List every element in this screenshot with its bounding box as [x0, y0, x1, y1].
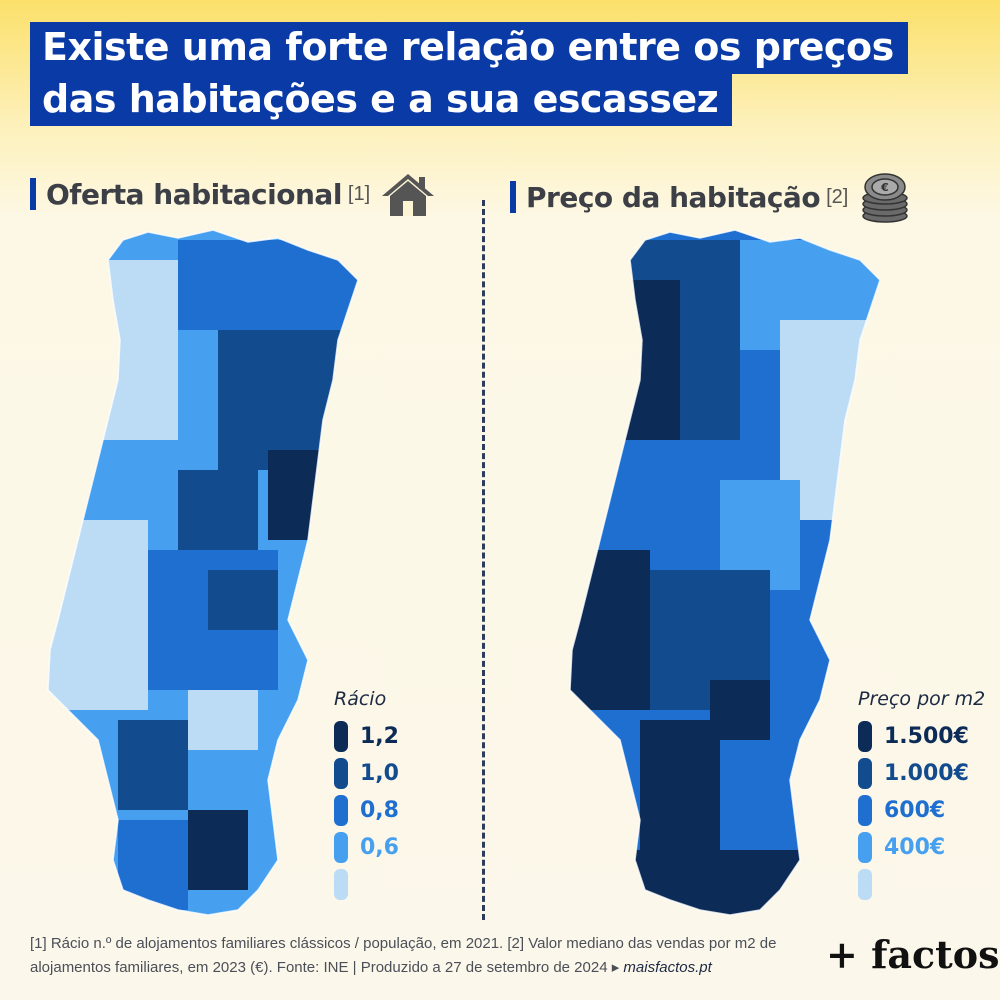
- right-section-header: Preço da habitação [2] €: [510, 170, 912, 224]
- legend-swatch: [334, 721, 348, 752]
- legend-label: 1.000€: [884, 761, 969, 786]
- accent-bar: [30, 178, 36, 210]
- right-section-note: [2]: [826, 185, 849, 208]
- accent-bar: [510, 181, 516, 213]
- legend-row: 1,2: [334, 718, 399, 755]
- left-section-header: Oferta habitacional [1]: [30, 170, 436, 218]
- legend-row: [858, 866, 985, 903]
- legend-swatch: [334, 869, 348, 900]
- map-regions: [48, 230, 358, 915]
- legend-swatch: [858, 832, 872, 863]
- legend-label: 0,8: [360, 798, 399, 823]
- legend-label: 0,6: [360, 835, 399, 860]
- map-regions: [570, 230, 880, 915]
- title-line-2: das habitações e a sua escassez: [30, 74, 733, 126]
- legend-title: Preço por m2: [858, 688, 986, 710]
- brand-logo: + factos: [826, 932, 1000, 977]
- left-section-note: [1]: [347, 182, 371, 205]
- title-line-1: Existe uma forte relação entre os preços: [30, 22, 908, 74]
- legend-swatch: [858, 795, 872, 826]
- portugal-map-housing-price: [569, 229, 881, 916]
- legend-swatch: [334, 795, 348, 826]
- left-legend: Rácio 1,2 1,0 0,8 0,6: [334, 688, 399, 903]
- legend-label: 1,0: [360, 761, 399, 786]
- legend-row: 0,6: [334, 829, 399, 866]
- legend-swatch: [334, 758, 348, 789]
- left-section-title: Oferta habitacional: [46, 177, 342, 211]
- panel-divider: [482, 200, 485, 920]
- portugal-map-housing-supply: [47, 229, 359, 916]
- legend-swatch: [858, 721, 872, 752]
- legend-label: 1,2: [360, 724, 399, 749]
- svg-text:€: €: [881, 181, 890, 194]
- legend-swatch: [858, 869, 872, 900]
- legend-row: 600€: [858, 792, 985, 829]
- source-link[interactable]: maisfactos.pt: [623, 959, 712, 976]
- legend-row: 1,0: [334, 755, 399, 792]
- coins-icon: €: [862, 173, 909, 223]
- legend-row: 400€: [858, 829, 985, 866]
- legend-swatch: [334, 832, 348, 863]
- legend-label: 1.500€: [884, 724, 969, 749]
- legend-row: 0,8: [334, 792, 399, 829]
- right-legend: Preço por m2 1.500€ 1.000€ 600€ 400€: [858, 688, 985, 903]
- footnote-text: [1] Rácio n.º de alojamentos familiares …: [30, 935, 777, 976]
- legend-label: 400€: [884, 835, 946, 860]
- right-section-title: Preço da habitação: [526, 180, 821, 214]
- page-title: Existe uma forte relação entre os preços…: [30, 22, 908, 126]
- legend-row: 1.500€: [858, 718, 985, 755]
- legend-swatch: [858, 758, 872, 789]
- legend-row: 1.000€: [858, 755, 985, 792]
- legend-label: 600€: [884, 798, 946, 823]
- footnote: [1] Rácio n.º de alojamentos familiares …: [30, 932, 800, 980]
- legend-title: Rácio: [334, 688, 387, 710]
- legend-row: [334, 866, 399, 903]
- house-icon: [382, 174, 435, 216]
